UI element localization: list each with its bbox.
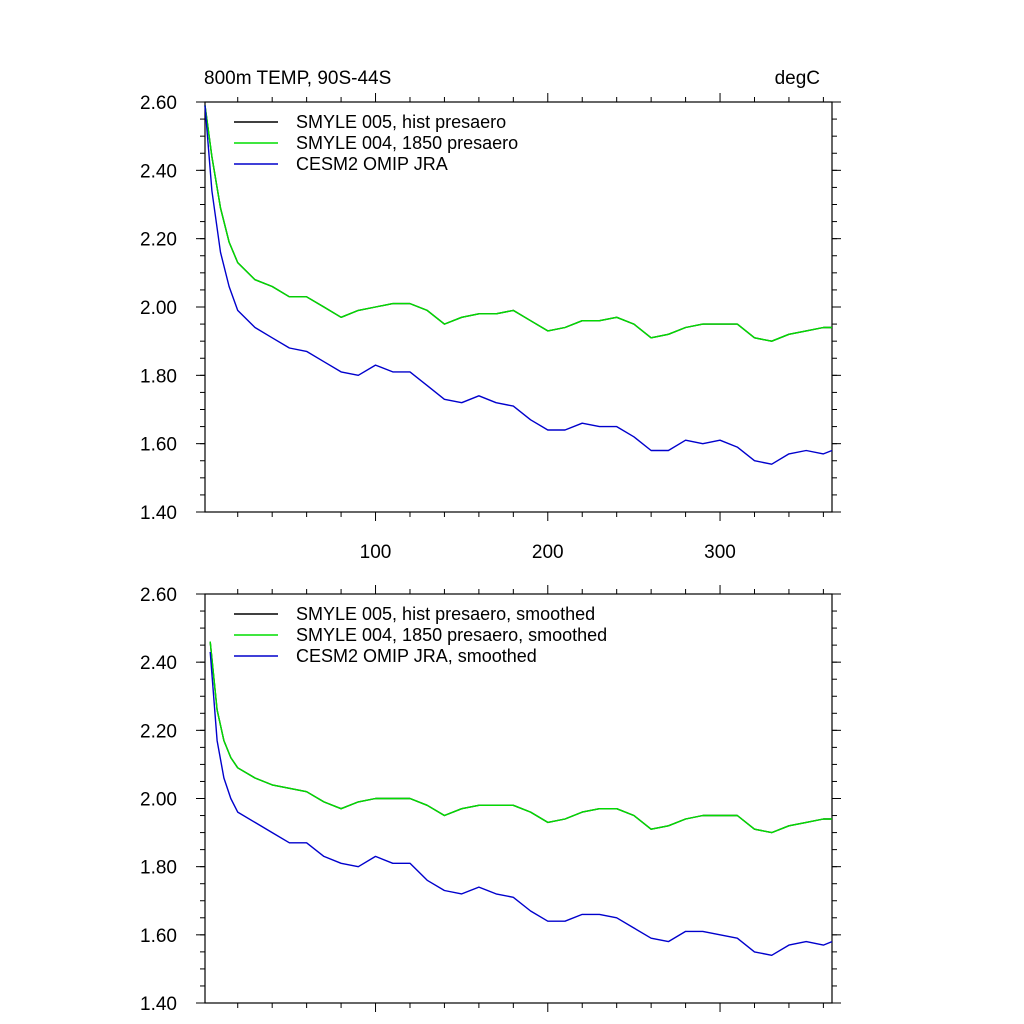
series-line-2 — [209, 651, 833, 956]
chart-title: 800m TEMP, 90S-44S — [204, 68, 391, 89]
legend-label: SMYLE 004, 1850 presaero, smoothed — [296, 625, 607, 645]
y-tick-label: 2.00 — [140, 298, 177, 319]
y-tick-label: 2.60 — [140, 585, 177, 606]
y-tick-label: 2.20 — [140, 721, 177, 742]
y-tick-label: 1.80 — [140, 366, 177, 387]
y-tick-label: 2.40 — [140, 161, 177, 182]
series-line-0 — [209, 641, 832, 834]
y-tick-label: 1.40 — [140, 503, 177, 524]
y-tick-label: 1.60 — [140, 926, 177, 947]
y-tick-label: 1.40 — [140, 994, 177, 1015]
series-line-1 — [209, 641, 832, 834]
legend-label: CESM2 OMIP JRA — [296, 154, 448, 174]
legend-label: CESM2 OMIP JRA, smoothed — [296, 646, 537, 666]
y-tick-label: 2.20 — [140, 230, 177, 251]
bottom-panel: 1.40 1.60 1.80 2.00 2.20 2.40 2.60 SMYLE 005, h… — [140, 585, 841, 1015]
y-tick-label: 2.40 — [140, 653, 177, 674]
series-line-2 — [204, 105, 833, 465]
x-tick-label: 200 — [532, 542, 564, 563]
top-panel: 1.40 1.60 1.80 2.00 2.20 2.40 2.60 100 200 300 SMY… — [140, 93, 841, 563]
legend-label: SMYLE 005, hist presaero, smoothed — [296, 604, 595, 624]
y-tick-label: 2.00 — [140, 790, 177, 811]
y-tick-label: 2.60 — [140, 93, 177, 114]
units-label: degC — [775, 68, 820, 89]
y-tick-label: 1.80 — [140, 858, 177, 879]
y-tick-label: 1.60 — [140, 435, 177, 456]
legend-label: SMYLE 005, hist presaero — [296, 112, 506, 132]
series-line-1 — [204, 105, 832, 342]
legend-label: SMYLE 004, 1850 presaero — [296, 133, 518, 153]
x-tick-label: 100 — [360, 542, 392, 563]
x-tick-label: 300 — [704, 542, 736, 563]
